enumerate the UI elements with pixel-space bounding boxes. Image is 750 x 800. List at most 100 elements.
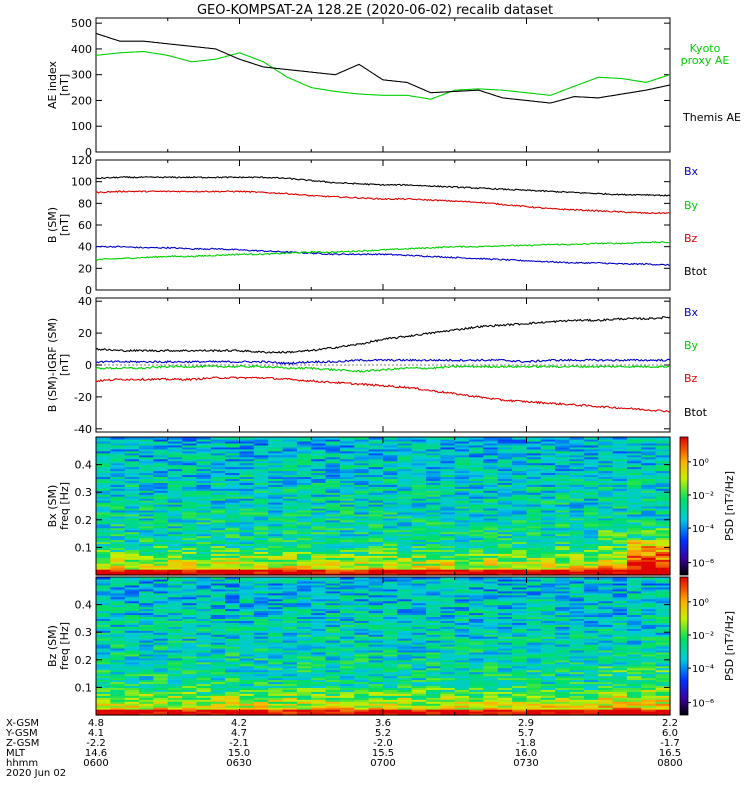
- y-axis-label: [nT]: [58, 354, 71, 376]
- y-tick-label: 0.2: [75, 654, 93, 667]
- y-axis-label: B (SM)-IGRF (SM): [46, 318, 59, 412]
- y-axis-label: Bz (SM): [46, 625, 59, 667]
- y-tick-label: 0: [85, 359, 92, 372]
- y-tick-label: 0: [85, 284, 92, 297]
- y-axis-label: B (SM): [46, 207, 59, 243]
- series-line-bx: [95, 358, 671, 366]
- orbit-value: 5.7: [518, 728, 534, 739]
- series-line-kyoto-proxy-ae: [95, 50, 671, 100]
- y-tick-label: 500: [71, 17, 92, 30]
- y-tick-label: -40: [74, 423, 92, 436]
- legend-label: Bz: [684, 232, 698, 245]
- colorbar-label: PSD [nT²/Hz]: [723, 611, 736, 681]
- legend-label: Bx: [684, 306, 699, 319]
- orbit-value: 2.2: [662, 718, 678, 729]
- colorbar-tick-label: 10⁻⁶: [692, 699, 714, 710]
- y-tick-label: 20: [78, 262, 92, 275]
- y-tick-label: 60: [78, 219, 92, 232]
- y-tick-label: 20: [78, 327, 92, 340]
- orbit-value: 15.5: [372, 748, 394, 759]
- orbit-value: 0630: [226, 758, 251, 769]
- orbit-value: 4.2: [231, 718, 247, 729]
- colorbar-tick-label: 10⁻⁶: [692, 559, 714, 570]
- y-tick-label: 400: [71, 43, 92, 56]
- y-tick-label: 0.4: [75, 459, 93, 472]
- orbit-value: 0730: [513, 758, 538, 769]
- y-axis-label: Bx (SM): [46, 485, 59, 528]
- colorbar-tick-label: 10⁻⁴: [692, 524, 714, 535]
- y-tick-label: -20: [74, 391, 92, 404]
- orbit-value: 3.6: [375, 718, 391, 729]
- series-line-btot: [95, 175, 671, 197]
- orbit-value: 4.1: [88, 728, 104, 739]
- orbit-row-label: Y-GSM: [5, 728, 38, 739]
- legend-label: proxy AE: [681, 54, 730, 67]
- orbit-value: -1.8: [516, 738, 536, 749]
- series-line-btot: [95, 316, 671, 354]
- legend-label: By: [684, 339, 699, 352]
- panel-frame: [95, 159, 671, 291]
- orbit-value: -2.0: [373, 738, 393, 749]
- colorbar-tick-label: 10⁻²: [692, 491, 714, 502]
- y-tick-label: 40: [78, 241, 92, 254]
- y-tick-label: 0: [85, 146, 92, 159]
- y-tick-label: 200: [71, 94, 92, 107]
- y-axis-label: freq [Hz]: [58, 482, 71, 530]
- y-axis-label: AE index: [46, 60, 59, 109]
- orbit-value: 0600: [83, 758, 108, 769]
- y-tick-label: 0.1: [75, 681, 93, 694]
- colorbar-tick-label: 10⁻²: [692, 631, 714, 642]
- legend-label: Btot: [684, 265, 708, 278]
- chart-title: GEO-KOMPSAT-2A 128.2E (2020-06-02) recal…: [197, 3, 553, 18]
- y-tick-label: 40: [78, 295, 92, 308]
- y-tick-label: 0.2: [75, 514, 93, 527]
- y-tick-label: 100: [71, 120, 92, 133]
- orbit-row-label: hhmm: [6, 758, 38, 769]
- y-axis-label: freq [Hz]: [58, 622, 71, 670]
- orbit-value: 15.0: [228, 748, 250, 759]
- colorbar-tick-label: 10⁰: [692, 598, 709, 609]
- y-tick-label: 0.3: [75, 486, 93, 499]
- orbit-value: 2.9: [518, 718, 534, 729]
- orbit-value: 6.0: [662, 728, 678, 739]
- orbit-value: 4.7: [231, 728, 247, 739]
- orbit-value: 0800: [657, 758, 682, 769]
- orbit-value: 0700: [370, 758, 395, 769]
- orbit-value: 4.8: [88, 718, 104, 729]
- series-line-bx: [95, 245, 671, 267]
- series-line-by: [95, 240, 671, 261]
- legend-label: Btot: [684, 406, 708, 419]
- legend-label: Bz: [684, 372, 698, 385]
- orbit-value: 16.5: [659, 748, 681, 759]
- y-tick-label: 120: [71, 154, 92, 167]
- colorbar: [679, 436, 689, 576]
- colorbar: [679, 576, 689, 716]
- y-tick-label: 0.1: [75, 541, 93, 554]
- legend-label: Kyoto: [690, 42, 721, 55]
- orbit-row-label: Z-GSM: [6, 738, 39, 749]
- series-line-bz: [95, 376, 671, 413]
- panel-frame: [95, 17, 671, 153]
- y-tick-label: 100: [71, 176, 92, 189]
- colorbar-label: PSD [nT²/Hz]: [723, 471, 736, 541]
- y-axis-label: [nT]: [58, 214, 71, 236]
- series-line-themis-ae: [95, 32, 671, 104]
- spectrogram-cells: [96, 577, 671, 716]
- orbit-value: -1.7: [660, 738, 680, 749]
- legend-label: Bx: [684, 165, 699, 178]
- orbit-date: 2020 Jun 02: [6, 768, 66, 779]
- y-tick-label: 300: [71, 69, 92, 82]
- legend-label: By: [684, 199, 699, 212]
- colorbar-tick-label: 10⁻⁴: [692, 664, 714, 675]
- series-line-bz: [95, 190, 671, 215]
- colorbar-tick-label: 10⁰: [692, 458, 709, 469]
- orbit-row-label: X-GSM: [6, 718, 39, 729]
- y-axis-label: [nT]: [58, 74, 71, 96]
- orbit-value: 16.0: [515, 748, 537, 759]
- y-tick-label: 0.4: [75, 599, 93, 612]
- series-line-by: [95, 364, 671, 373]
- orbit-value: 14.6: [85, 748, 107, 759]
- y-tick-label: 80: [78, 197, 92, 210]
- orbit-row-label: MLT: [6, 748, 26, 759]
